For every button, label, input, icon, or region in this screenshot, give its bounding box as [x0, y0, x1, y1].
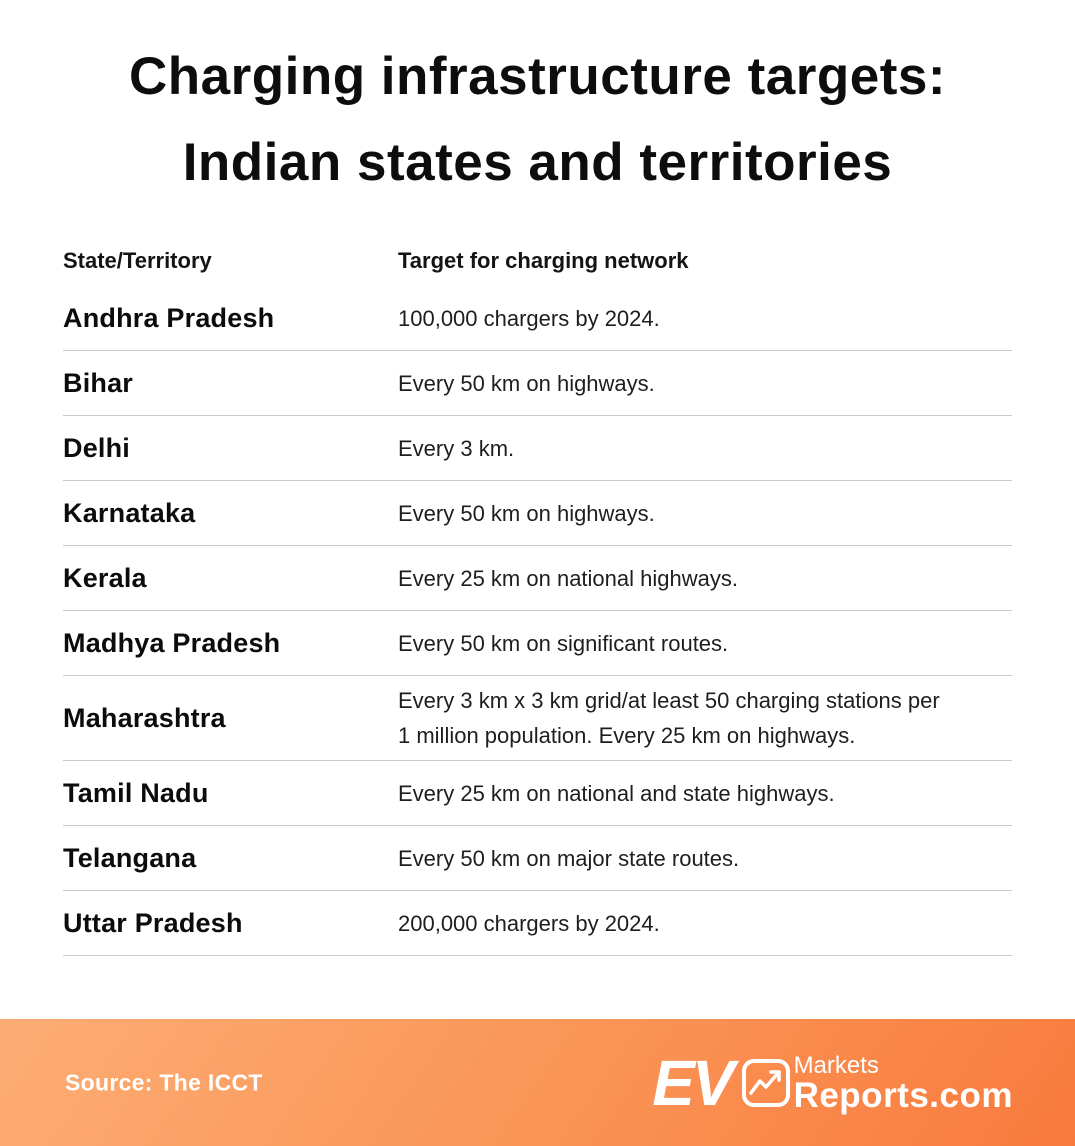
- target-text: Every 50 km on major state routes.: [398, 845, 740, 871]
- target-text: Every 3 km x 3 km grid/at least 50 charg…: [398, 688, 940, 748]
- table-row-karnataka: Karnataka Every 50 km on highways.: [63, 481, 1012, 546]
- state-name: Maharashtra: [63, 702, 226, 733]
- table-row-uttar-pradesh: Uttar Pradesh 200,000 chargers by 2024.: [63, 891, 1012, 956]
- table-row-kerala: Kerala Every 25 km on national highways.: [63, 546, 1012, 611]
- target-text: Every 25 km on national and state highwa…: [398, 780, 835, 806]
- table-row-andhra-pradesh: Andhra Pradesh 100,000 chargers by 2024.: [63, 286, 1012, 351]
- state-name: Telangana: [63, 842, 197, 873]
- state-name: Bihar: [63, 367, 134, 398]
- page-title: Charging infrastructure targets: Indian …: [0, 34, 1075, 206]
- charging-targets-table: State/Territory Target for charging netw…: [63, 236, 1012, 956]
- state-name: Delhi: [63, 432, 131, 463]
- table-header-row: State/Territory Target for charging netw…: [63, 236, 1012, 286]
- table-row-bihar: Bihar Every 50 km on highways.: [63, 351, 1012, 416]
- table-row-maharashtra: Maharashtra Every 3 km x 3 km grid/at le…: [63, 676, 1012, 761]
- state-name: Karnataka: [63, 497, 196, 528]
- target-text: Every 3 km.: [398, 435, 515, 461]
- page-title-line1: Charging infrastructure targets:: [128, 47, 946, 106]
- logo-text-block: Markets Reports.com: [793, 1051, 1013, 1115]
- target-text: Every 50 km on highways.: [398, 500, 655, 526]
- state-name: Kerala: [63, 562, 147, 593]
- source-attribution: Source: The ICCT: [65, 1069, 263, 1095]
- ev-markets-reports-logo: EV Markets Reports.com: [652, 1051, 1013, 1115]
- table-row-telangana: Telangana Every 50 km on major state rou…: [63, 826, 1012, 891]
- logo-reports-text: Reports.com: [793, 1075, 1013, 1115]
- target-text: Every 50 km on significant routes.: [398, 630, 729, 656]
- column-header-state: State/Territory: [63, 248, 212, 273]
- table-row-madhya-pradesh: Madhya Pradesh Every 50 km on significan…: [63, 611, 1012, 676]
- table-row-delhi: Delhi Every 3 km.: [63, 416, 1012, 481]
- footer-banner: Source: The ICCT EV Markets Reports.com: [0, 1019, 1075, 1146]
- target-text: 200,000 chargers by 2024.: [398, 910, 660, 936]
- column-header-target: Target for charging network: [398, 248, 689, 273]
- table-row-tamil-nadu: Tamil Nadu Every 25 km on national and s…: [63, 761, 1012, 826]
- state-name: Andhra Pradesh: [63, 302, 275, 333]
- state-name: Uttar Pradesh: [63, 907, 243, 938]
- state-name: Madhya Pradesh: [63, 627, 281, 658]
- logo-markets-text: Markets: [793, 1051, 879, 1079]
- page-title-line2: Indian states and territories: [182, 133, 893, 192]
- target-text: 100,000 chargers by 2024.: [398, 305, 660, 331]
- trending-up-chart-icon: [741, 1058, 791, 1108]
- state-name: Tamil Nadu: [63, 777, 209, 808]
- target-text: Every 50 km on highways.: [398, 370, 655, 396]
- logo-ev-text: EV: [652, 1046, 734, 1119]
- target-text: Every 25 km on national highways.: [398, 565, 738, 591]
